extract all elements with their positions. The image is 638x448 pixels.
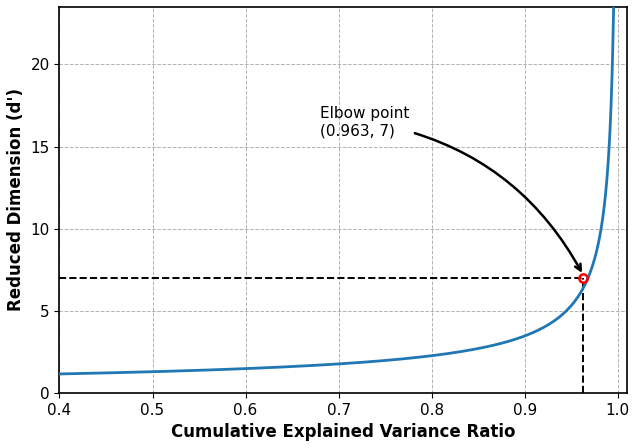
X-axis label: Cumulative Explained Variance Ratio: Cumulative Explained Variance Ratio bbox=[171, 423, 516, 441]
Text: Elbow point
(0.963, 7): Elbow point (0.963, 7) bbox=[320, 106, 581, 271]
Y-axis label: Reduced Dimension (d'): Reduced Dimension (d') bbox=[7, 88, 25, 311]
